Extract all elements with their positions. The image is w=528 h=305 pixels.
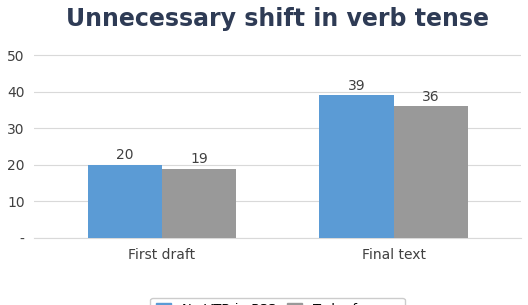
- Text: 19: 19: [190, 152, 208, 166]
- Title: Unnecessary shift in verb tense: Unnecessary shift in verb tense: [66, 7, 489, 31]
- Bar: [319, 95, 393, 238]
- Bar: [393, 106, 468, 238]
- Bar: [162, 169, 236, 238]
- Legend: No VTB in PSS, To be for age: No VTB in PSS, To be for age: [150, 298, 405, 305]
- Text: 20: 20: [116, 148, 134, 162]
- Bar: [88, 165, 162, 238]
- Text: 36: 36: [422, 89, 439, 103]
- Text: 39: 39: [347, 79, 365, 92]
